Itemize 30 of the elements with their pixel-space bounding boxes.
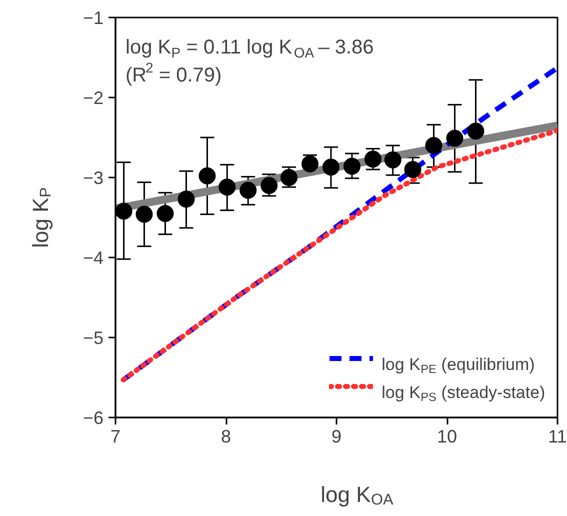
y-tick-label: −4 [82, 248, 104, 268]
point [240, 182, 257, 199]
point [218, 178, 236, 196]
y-tick-label: −1 [82, 8, 104, 28]
point [116, 202, 132, 220]
x-tick-label: 8 [220, 426, 232, 446]
point [260, 177, 278, 194]
point [364, 150, 382, 168]
point [404, 161, 422, 178]
point [467, 122, 484, 140]
point [446, 130, 464, 147]
point [156, 205, 174, 222]
y-tick-label: −3 [82, 168, 104, 188]
x-tick-label: 7 [110, 426, 121, 446]
point [425, 137, 442, 154]
point [384, 151, 402, 168]
point [322, 158, 340, 176]
point [280, 169, 298, 186]
point [301, 155, 318, 172]
y-axis-title: log KP [28, 187, 54, 248]
x-tick-label: 10 [436, 426, 458, 446]
x-tick-label: 11 [548, 426, 567, 446]
x-tick-label: 9 [331, 426, 342, 446]
point [343, 158, 360, 175]
point [198, 167, 216, 184]
point [136, 206, 153, 223]
y-tick-label: −5 [82, 328, 104, 348]
y-tick-label: −6 [82, 408, 104, 428]
point [178, 190, 195, 208]
y-tick-label: −2 [82, 88, 104, 108]
